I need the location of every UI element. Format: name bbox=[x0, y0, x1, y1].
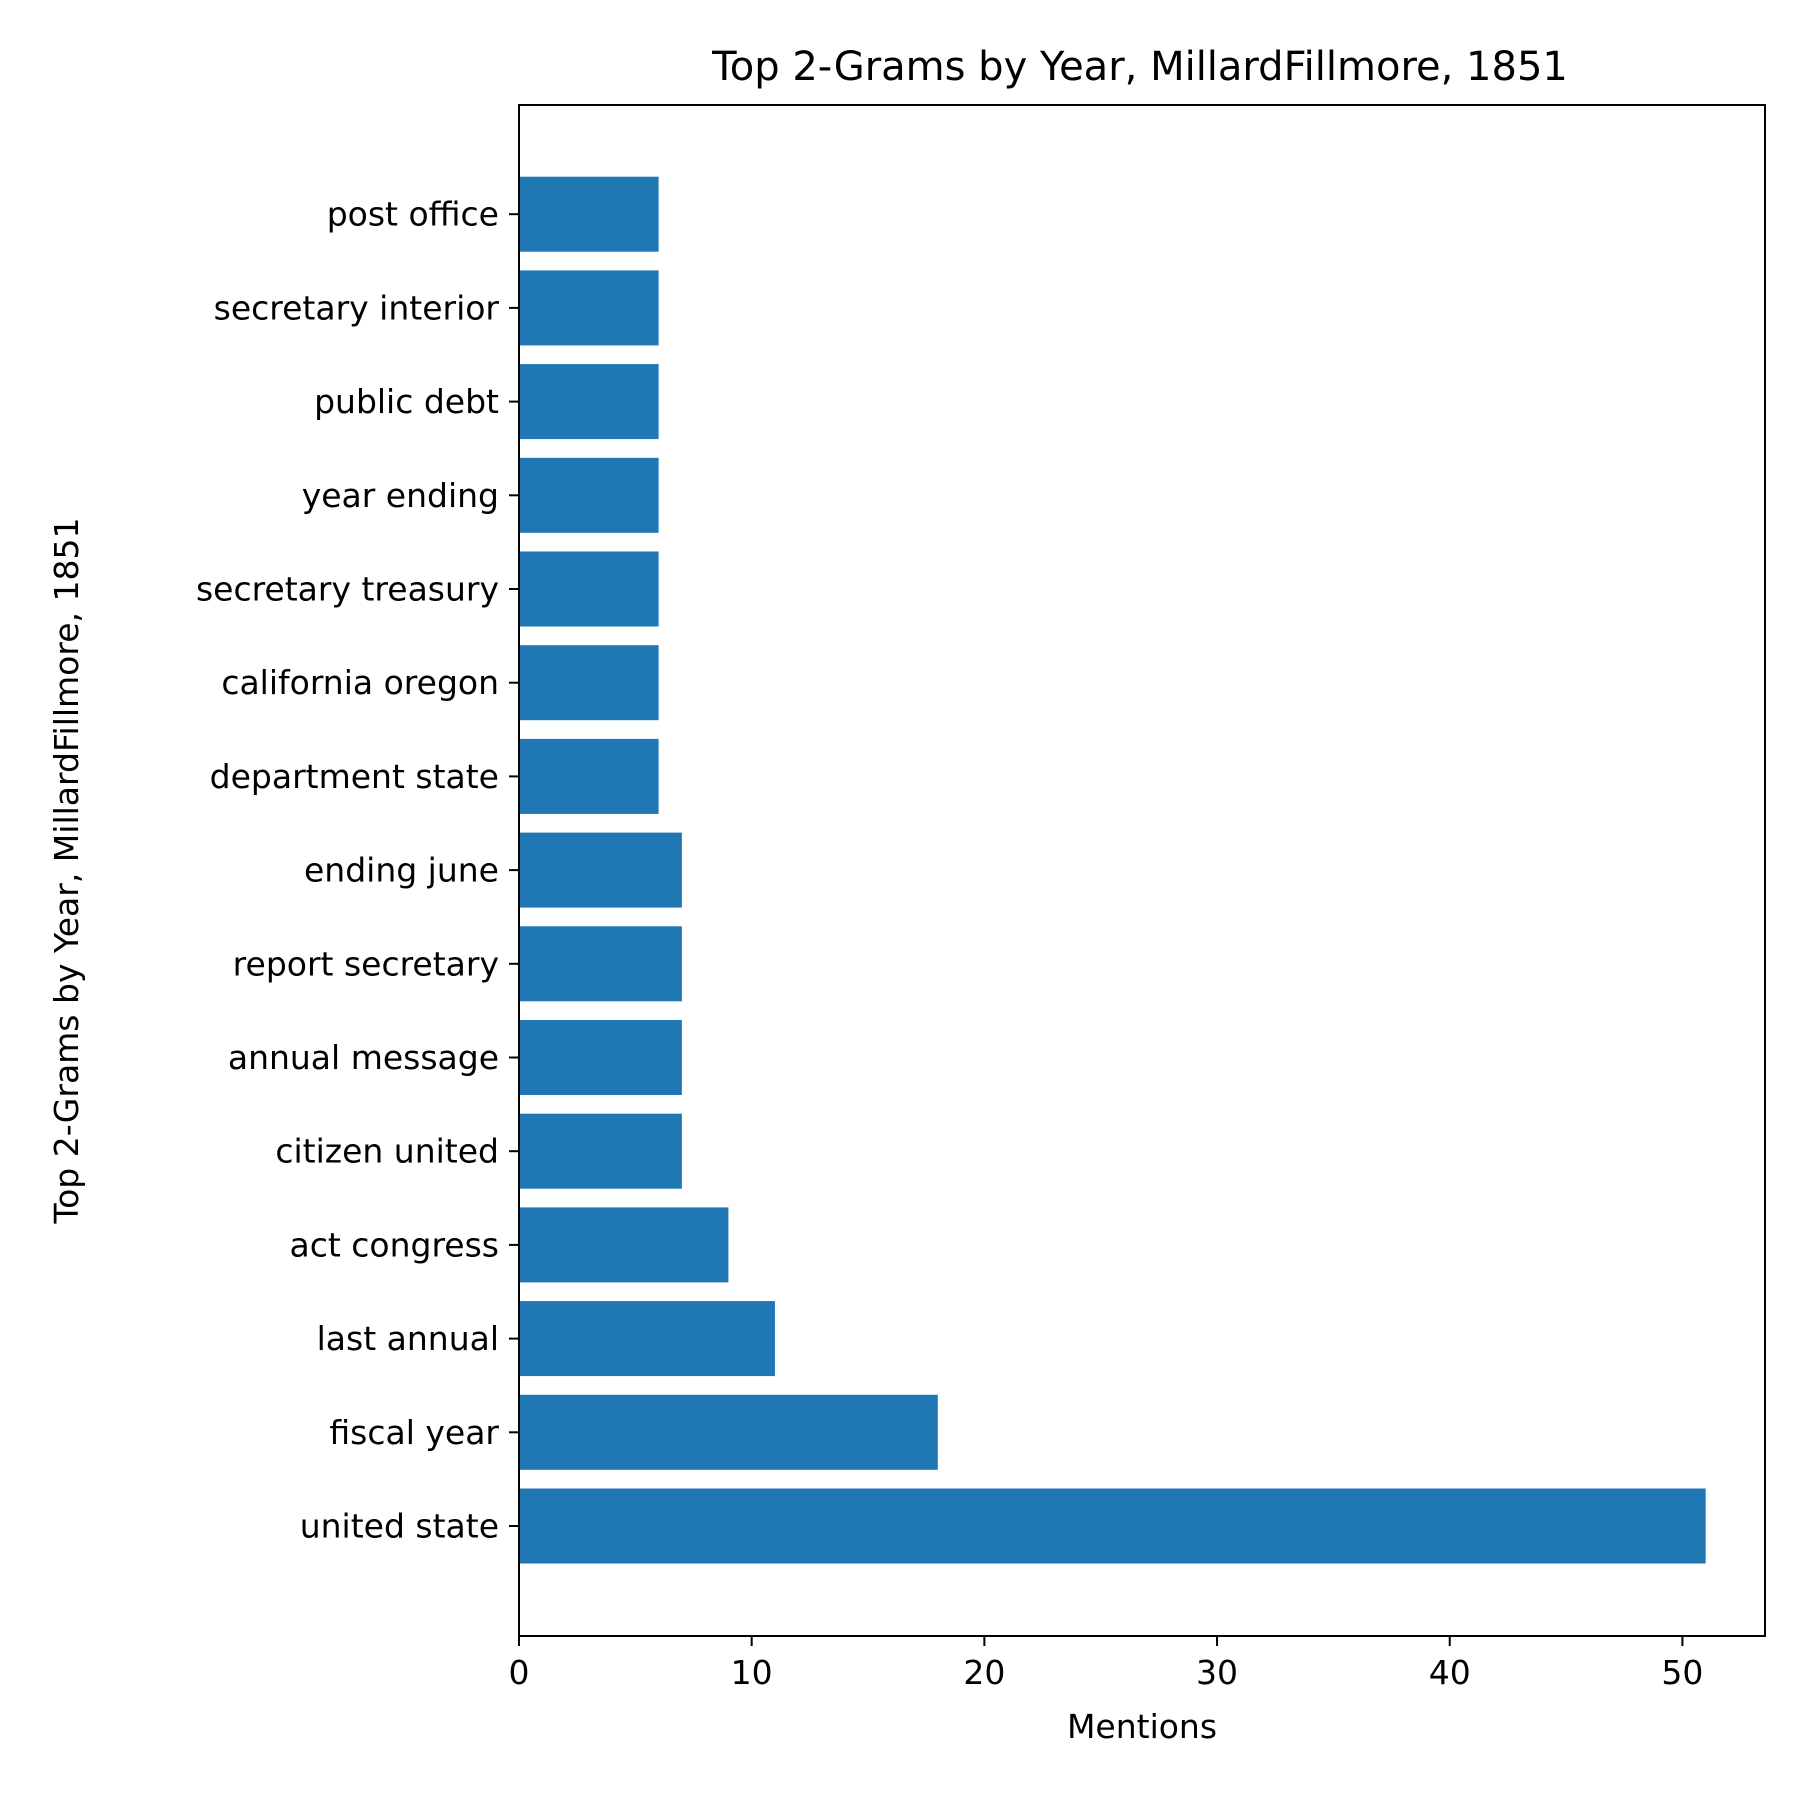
y-tick-label: united state bbox=[300, 1507, 499, 1546]
x-axis-ticks: 0 10 20 30 40 50 bbox=[509, 1636, 1703, 1692]
bars-group bbox=[519, 176, 1706, 1564]
chart-title: Top 2-Grams by Year, MillardFillmore, 18… bbox=[711, 44, 1568, 90]
y-tick-label: last annual bbox=[317, 1319, 499, 1358]
bar-california-oregon bbox=[519, 645, 659, 721]
y-tick-label: public debt bbox=[314, 382, 499, 421]
y-tick-label: post office bbox=[327, 195, 499, 234]
bar-citizen-united bbox=[519, 1113, 682, 1189]
y-tick-label: act congress bbox=[289, 1225, 499, 1264]
x-tick-label: 50 bbox=[1661, 1653, 1703, 1692]
bar-report-secretary bbox=[519, 926, 682, 1002]
bar-ending-june bbox=[519, 832, 682, 908]
bar-act-congress bbox=[519, 1207, 729, 1283]
y-axis-ticks: united state fiscal year last annual act co… bbox=[196, 195, 519, 1546]
bar-post-office bbox=[519, 176, 659, 252]
bar-last-annual bbox=[519, 1301, 775, 1377]
bar-department-state bbox=[519, 738, 659, 814]
y-tick-label: department state bbox=[210, 757, 499, 796]
x-tick-label: 0 bbox=[509, 1653, 530, 1692]
bar-secretary-interior bbox=[519, 270, 659, 346]
bar-fiscal-year bbox=[519, 1394, 938, 1470]
bar-united-state bbox=[519, 1488, 1706, 1564]
y-tick-label: secretary interior bbox=[214, 288, 500, 327]
y-tick-label: secretary treasury bbox=[196, 570, 499, 609]
plot-frame bbox=[518, 104, 1766, 1637]
y-tick-label: california oregon bbox=[221, 663, 499, 702]
y-axis-label: Top 2-Grams by Year, MillardFillmore, 18… bbox=[47, 518, 86, 1225]
bar-annual-message bbox=[519, 1020, 682, 1095]
y-tick-label: report secretary bbox=[233, 944, 499, 983]
x-tick-label: 10 bbox=[731, 1653, 773, 1692]
bar-public-debt bbox=[519, 364, 659, 440]
x-axis-label: Mentions bbox=[1067, 1707, 1217, 1746]
y-tick-label: fiscal year bbox=[329, 1413, 499, 1452]
y-tick-label: year ending bbox=[302, 476, 499, 515]
bar-secretary-treasury bbox=[519, 551, 659, 627]
y-tick-label: annual message bbox=[228, 1038, 499, 1077]
bar-year-ending bbox=[519, 457, 659, 533]
x-tick-label: 40 bbox=[1429, 1653, 1471, 1692]
y-tick-label: ending june bbox=[304, 851, 499, 890]
y-tick-label: citizen united bbox=[275, 1132, 499, 1171]
x-tick-label: 20 bbox=[963, 1653, 1005, 1692]
x-tick-label: 30 bbox=[1196, 1653, 1238, 1692]
